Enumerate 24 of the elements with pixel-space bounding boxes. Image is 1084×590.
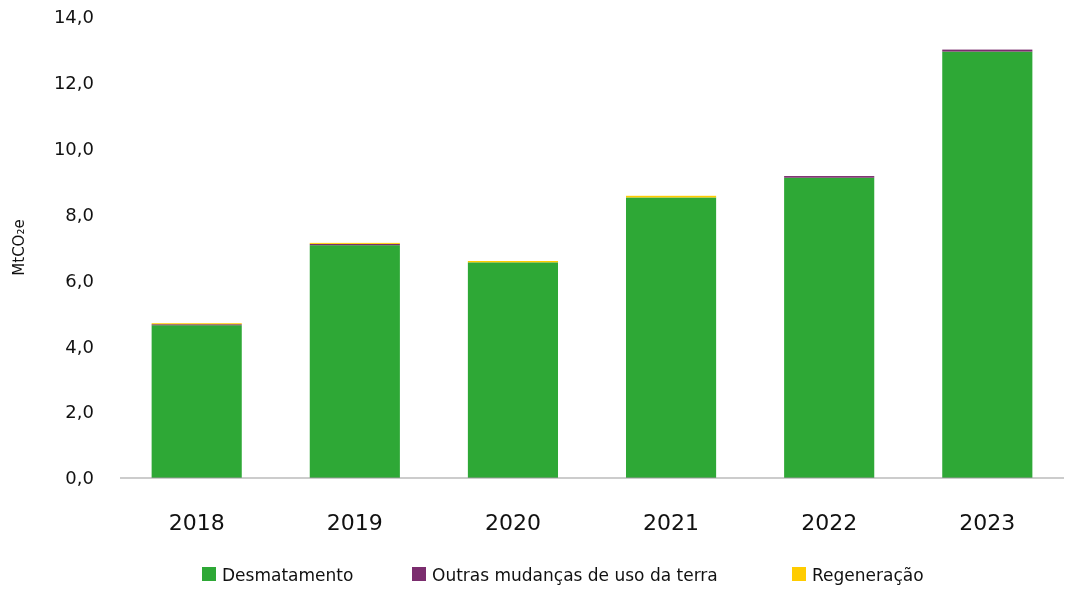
y-tick-label: 0,0 (65, 467, 94, 489)
legend-label: Regeneração (812, 564, 924, 585)
bar (151, 325, 242, 478)
bar (309, 245, 400, 478)
bar (626, 197, 717, 478)
x-tick-label: 2022 (801, 510, 858, 535)
y-tick-label: 4,0 (65, 335, 94, 357)
x-tick-label: 2018 (168, 510, 225, 535)
y-tick-label: 12,0 (53, 72, 94, 94)
y-axis-title: MtCO₂e (10, 219, 28, 276)
x-tick-label: 2023 (959, 510, 1016, 535)
y-tick-label: 10,0 (53, 138, 94, 160)
y-tick-label: 2,0 (65, 401, 94, 423)
x-tick-label: 2021 (643, 510, 700, 535)
bar (467, 262, 558, 478)
y-tick-label: 8,0 (65, 203, 94, 225)
x-tick-label: 2019 (326, 510, 383, 535)
y-tick-label: 6,0 (65, 269, 94, 291)
legend-label: Desmatamento (222, 564, 354, 585)
x-tick-label: 2020 (484, 510, 541, 535)
y-tick-label: 14,0 (53, 6, 94, 28)
bar (784, 177, 875, 478)
bar (942, 51, 1033, 478)
legend-label: Outras mudanças de uso da terra (432, 564, 718, 585)
